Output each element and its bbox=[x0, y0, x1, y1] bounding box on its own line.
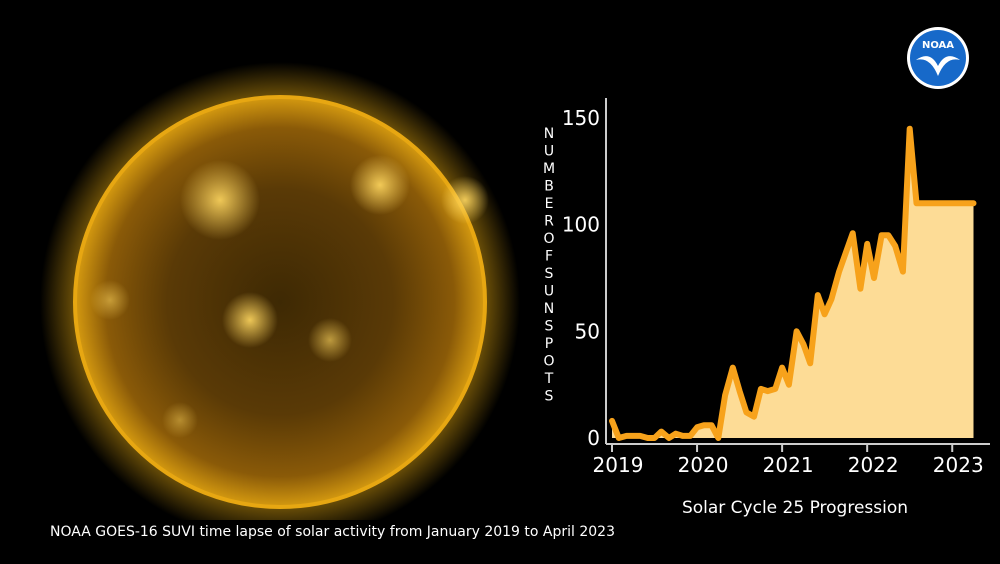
y-axis-label-letter: N bbox=[544, 301, 554, 317]
caption: NOAA GOES-16 SUVI time lapse of solar ac… bbox=[50, 524, 615, 540]
noaa-logo-text: NOAA bbox=[922, 40, 954, 51]
x-tick-label: 2020 bbox=[678, 453, 729, 477]
x-tick-label: 2021 bbox=[763, 453, 814, 477]
chart-subtitle: Solar Cycle 25 Progression bbox=[682, 498, 908, 518]
y-axis-label-letter: R bbox=[544, 214, 554, 230]
y-axis-label-letter: N bbox=[544, 126, 554, 142]
x-axis-ticks: 2019 2020 2021 2022 2023 bbox=[593, 444, 984, 477]
y-axis-label-letter: F bbox=[545, 249, 553, 265]
noaa-seagull-icon bbox=[916, 56, 960, 76]
sun-image bbox=[40, 62, 520, 542]
series-line bbox=[609, 125, 977, 441]
y-axis-label-letter: U bbox=[544, 144, 554, 160]
y-axis-label-letter: E bbox=[545, 196, 554, 212]
series-area-fill bbox=[612, 128, 974, 438]
y-axis-label-letter: T bbox=[544, 371, 554, 387]
sun-graphic bbox=[40, 62, 520, 542]
y-axis-label-letter: S bbox=[545, 266, 554, 282]
y-axis-label-letter: U bbox=[544, 284, 554, 300]
y-tick-label: 100 bbox=[562, 213, 600, 237]
y-tick-label: 0 bbox=[587, 426, 600, 450]
noaa-logo: NOAA bbox=[907, 27, 969, 89]
x-tick-label: 2019 bbox=[593, 453, 644, 477]
y-axis-label-letter: M bbox=[543, 161, 555, 177]
y-axis-label-letter: B bbox=[544, 179, 554, 195]
x-tick-label: 2023 bbox=[933, 453, 984, 477]
y-axis-label-letter: O bbox=[543, 354, 554, 370]
x-tick-label: 2022 bbox=[848, 453, 899, 477]
y-axis-label-letter: O bbox=[543, 231, 554, 247]
y-tick-label: 50 bbox=[575, 319, 600, 343]
y-tick-label: 150 bbox=[562, 106, 600, 130]
y-axis-label-letter: S bbox=[545, 319, 554, 335]
y-axis-label-letter: S bbox=[545, 389, 554, 405]
y-axis-label-letter: P bbox=[545, 336, 553, 352]
y-axis-ticks: 0 50 100 150 bbox=[562, 106, 600, 450]
